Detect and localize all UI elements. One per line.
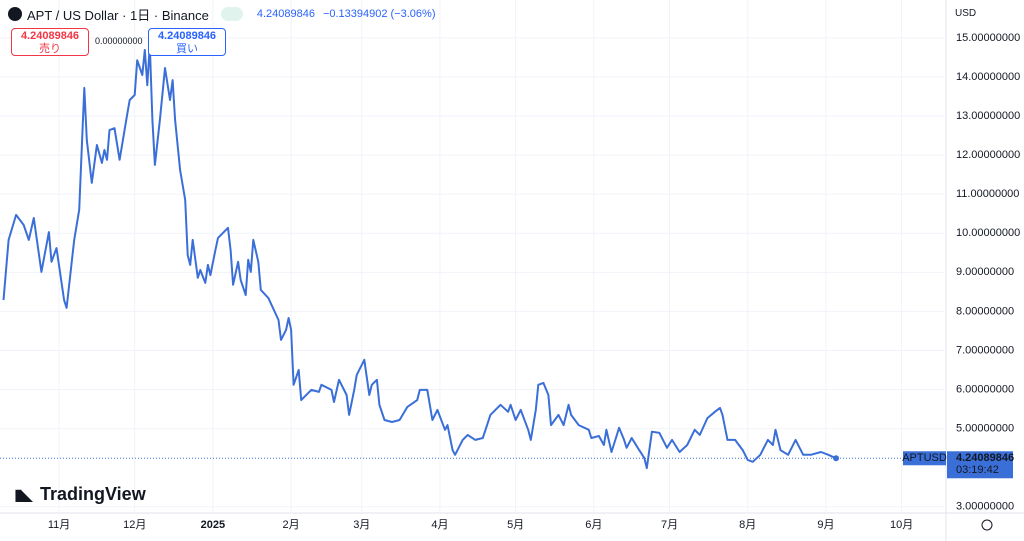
y-tick-label: 6.00000000	[956, 383, 1014, 395]
chart-title: APT / US Dollar · 1日 · Binance	[27, 7, 209, 23]
y-tick-label: 15.00000000	[956, 32, 1020, 44]
sell-price: 4.24089846	[20, 30, 80, 42]
symbol-label: APTUSD	[902, 452, 947, 464]
y-tick-label: 3.00000000	[956, 501, 1014, 513]
symbol-logo	[8, 7, 22, 21]
brand-mark: ▮◣	[14, 487, 33, 504]
price-line	[2, 43, 837, 470]
buy-button[interactable]: 4.24089846 買い	[148, 28, 226, 56]
currency[interactable]: USD	[955, 8, 977, 19]
x-tick-label: 10月	[890, 519, 913, 531]
x-tick-label: 2月	[283, 519, 300, 531]
x-tick-label: 5月	[507, 519, 524, 531]
x-tick-label: 2025	[201, 519, 225, 531]
buy-label: 買い	[176, 43, 198, 55]
x-tick-label: 11月	[48, 519, 70, 531]
y-tick-label: 11.00000000	[956, 188, 1019, 200]
y-tick-label: 10.00000000	[956, 227, 1020, 239]
y-tick-label: 9.00000000	[956, 266, 1014, 278]
countdown-label: 03:19:42	[956, 464, 999, 476]
sell-button[interactable]: 4.24089846 売り	[11, 28, 89, 56]
header-change: −0.13394902 (−3.06%)	[322, 8, 436, 20]
spread: 0.00000000	[95, 36, 143, 46]
sell-label: 売り	[39, 43, 61, 55]
x-tick-label: 3月	[353, 519, 370, 531]
brand-logo: ▮◣ TradingView	[14, 484, 146, 505]
price-label: 4.24089846	[956, 452, 1014, 464]
y-tick-label: 12.00000000	[956, 149, 1020, 161]
y-tick-label: 14.00000000	[956, 71, 1020, 83]
x-tick-label: 8月	[739, 519, 756, 531]
x-tick-label: 4月	[431, 519, 448, 531]
y-tick-label: 7.00000000	[956, 344, 1014, 356]
x-tick-label: 7月	[661, 519, 678, 531]
last-point	[833, 455, 840, 462]
brand-name: TradingView	[40, 484, 146, 504]
symbol-badge	[903, 451, 946, 466]
price-badge	[947, 451, 1013, 479]
header-price: 4.24089846	[256, 8, 315, 20]
header: APT / US Dollar · 1日 · Binance 4.2408984…	[8, 4, 436, 24]
settings-icon[interactable]	[981, 519, 993, 531]
y-tick-label: 5.00000000	[956, 423, 1014, 435]
y-tick-label: 13.00000000	[956, 110, 1020, 122]
x-tick-label: 6月	[585, 519, 602, 531]
indicator-toggle[interactable]	[220, 7, 243, 21]
x-tick-label: 12月	[123, 519, 146, 531]
y-tick-label: 8.00000000	[956, 305, 1014, 317]
x-tick-label: 9月	[817, 519, 834, 531]
buy-price: 4.24089846	[157, 30, 217, 42]
